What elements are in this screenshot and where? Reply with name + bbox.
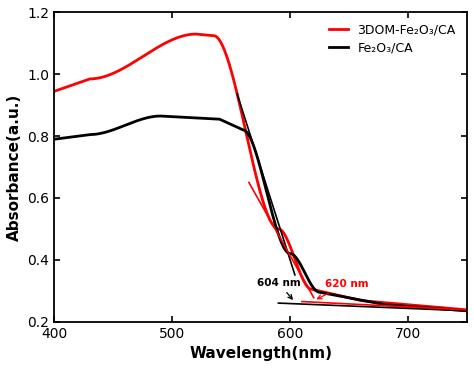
Text: 620 nm: 620 nm <box>318 279 369 299</box>
Legend: 3DOM-Fe₂O₃/CA, Fe₂O₃/CA: 3DOM-Fe₂O₃/CA, Fe₂O₃/CA <box>324 19 461 60</box>
Y-axis label: Absorbance(a.u.): Absorbance(a.u.) <box>7 93 22 241</box>
X-axis label: Wavelength(nm): Wavelength(nm) <box>189 346 332 361</box>
Text: 604 nm: 604 nm <box>256 277 300 299</box>
